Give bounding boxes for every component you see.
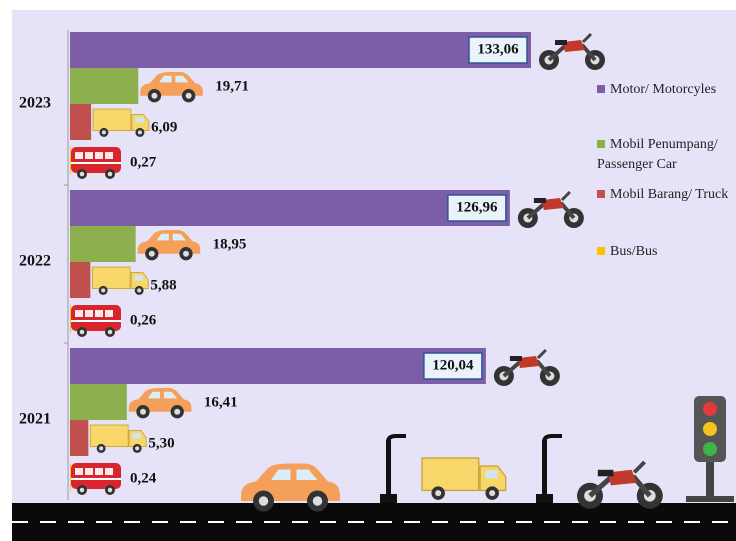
legend-label: Mobil Penumpang/ Passenger Car	[597, 137, 718, 172]
value-label: 0,24	[130, 470, 157, 486]
legend-label: Bus/Bus	[610, 244, 657, 259]
window	[85, 468, 93, 475]
window	[105, 310, 113, 317]
hub	[140, 409, 146, 415]
hub	[313, 496, 322, 505]
hub	[138, 130, 142, 134]
value-label: 133,06	[477, 41, 519, 57]
seat	[510, 356, 522, 361]
legend-swatch	[597, 247, 605, 255]
stripe	[71, 478, 121, 480]
bar	[70, 147, 71, 175]
hub	[151, 93, 157, 99]
bar	[70, 305, 71, 333]
hub	[259, 496, 268, 505]
hub	[102, 130, 106, 134]
seat	[598, 470, 614, 477]
bar	[70, 190, 510, 226]
value-label: 5,30	[148, 435, 174, 451]
seat	[555, 40, 567, 45]
window	[105, 468, 113, 475]
y-tick-label: 2022	[19, 253, 51, 270]
cab-window	[485, 470, 497, 478]
legend-swatch	[597, 85, 605, 93]
seat	[534, 198, 546, 203]
bar	[70, 68, 138, 104]
hub	[489, 490, 495, 496]
window	[75, 310, 83, 317]
value-label: 0,27	[130, 154, 157, 170]
page: 2023 133,06 19,71 6,09 0,27 2022 126,96 18,95 5,…	[0, 0, 736, 541]
cargo	[422, 458, 479, 490]
legend-swatch	[597, 190, 605, 198]
value-label: 5,88	[150, 277, 176, 293]
body	[71, 305, 121, 331]
value-label: 6,09	[151, 119, 177, 135]
legend-item: Motor/ Motorcyles	[597, 80, 736, 100]
legend-item: Mobil Penumpang/ Passenger Car	[597, 135, 736, 175]
window	[75, 152, 83, 159]
hub	[435, 490, 441, 496]
y-tick-label: 2023	[19, 95, 51, 112]
value-label: 16,41	[204, 394, 238, 410]
cab-window	[133, 433, 141, 438]
cab-window	[135, 275, 143, 280]
window	[105, 152, 113, 159]
legend-label: Motor/ Motorcyles	[610, 82, 716, 97]
bar	[70, 226, 136, 262]
window	[95, 310, 103, 317]
hub	[101, 288, 105, 292]
value-label: 18,95	[213, 236, 247, 252]
hub	[135, 446, 139, 450]
road	[12, 503, 736, 541]
legend-label: Mobil Barang/ Truck	[610, 187, 728, 202]
legend-item: Bus/Bus	[597, 242, 736, 262]
window	[95, 152, 103, 159]
hub	[183, 251, 189, 257]
bar	[70, 104, 91, 140]
body	[71, 463, 121, 489]
stripe	[71, 320, 121, 322]
body	[71, 147, 121, 173]
hub	[149, 251, 155, 257]
value-label: 0,26	[130, 312, 157, 328]
legend-item: Mobil Barang/ Truck	[597, 185, 736, 205]
cargo	[90, 425, 128, 447]
window	[75, 468, 83, 475]
hub	[80, 172, 85, 177]
cargo	[93, 109, 131, 131]
y-tick-label: 2021	[19, 411, 51, 428]
cargo	[92, 267, 130, 289]
value-label: 19,71	[215, 78, 249, 94]
value-label: 126,96	[456, 199, 498, 215]
bar	[70, 420, 88, 456]
legend-swatch	[597, 140, 605, 148]
bar	[70, 262, 90, 298]
window	[85, 310, 93, 317]
hub	[108, 488, 113, 493]
hub	[108, 330, 113, 335]
hub	[137, 288, 141, 292]
bar	[70, 463, 71, 491]
value-label: 120,04	[432, 357, 474, 373]
hub	[186, 93, 192, 99]
bar	[70, 384, 127, 420]
hub	[99, 446, 103, 450]
hub	[174, 409, 180, 415]
window	[85, 152, 93, 159]
hub	[80, 330, 85, 335]
stripe	[71, 162, 121, 164]
hub	[108, 172, 113, 177]
cab-window	[135, 117, 143, 122]
hub	[80, 488, 85, 493]
bar	[70, 32, 531, 68]
window	[95, 468, 103, 475]
